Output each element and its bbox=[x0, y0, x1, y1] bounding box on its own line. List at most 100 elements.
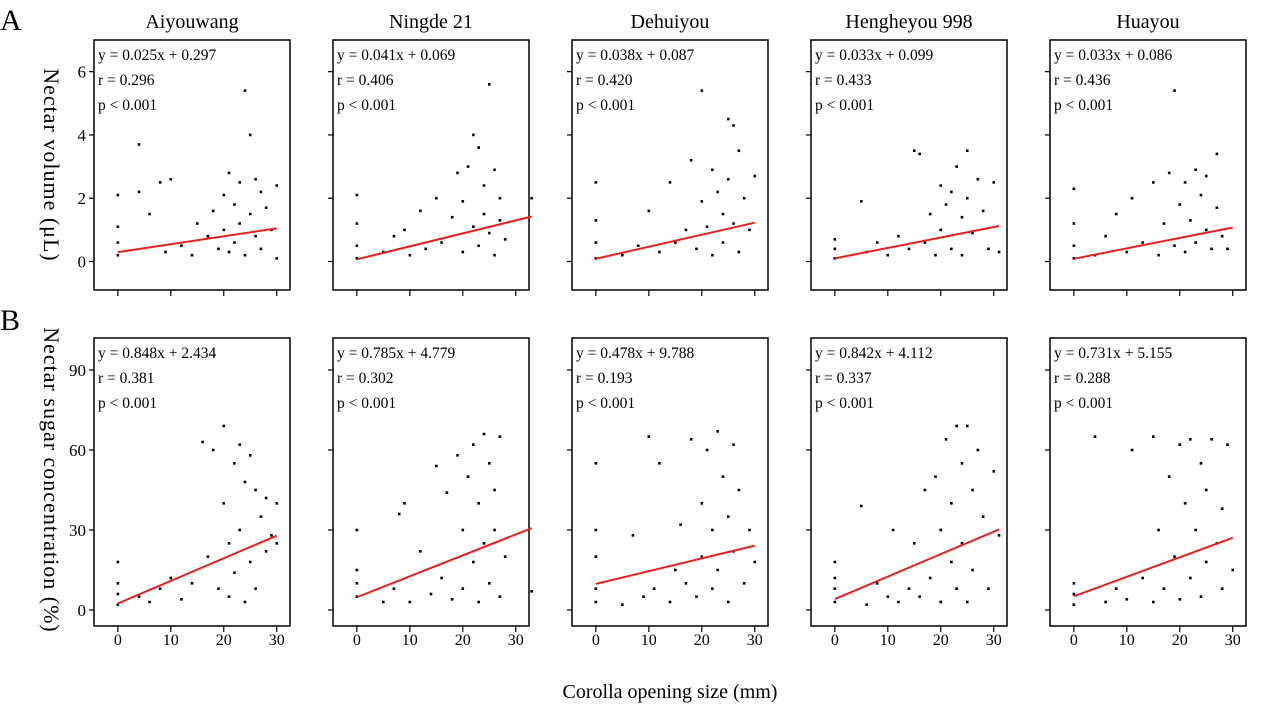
correlation-r: r = 0.296 bbox=[98, 72, 155, 89]
data-point bbox=[965, 424, 969, 428]
panel-hengheyou-998-volume: Hengheyou 998 y = 0.033x + 0.099 r = 0.433… bbox=[806, 11, 1008, 296]
data-point bbox=[1162, 222, 1166, 225]
x-tick-label: 20 bbox=[694, 632, 710, 649]
y-tick-label: 90 bbox=[69, 361, 86, 380]
data-point bbox=[987, 587, 990, 590]
data-point bbox=[711, 253, 714, 257]
data-point bbox=[137, 595, 141, 598]
data-point bbox=[737, 250, 741, 254]
data-point bbox=[1072, 592, 1076, 596]
regression-equation: y = 0.785x + 4.779 bbox=[337, 345, 455, 362]
data-point bbox=[206, 555, 210, 558]
data-point bbox=[1173, 89, 1176, 92]
correlation-r: r = 0.420 bbox=[576, 72, 633, 89]
data-point bbox=[180, 598, 183, 601]
data-point bbox=[434, 196, 438, 200]
data-point bbox=[434, 464, 438, 468]
data-point bbox=[116, 225, 120, 229]
panel-aiyouwang-sugar: 0 30 60 90 0 10 20 30 y = 0.848x + 2.434 r = 0.38… bbox=[69, 337, 291, 649]
data-point bbox=[450, 598, 454, 601]
panel-ningde-21-volume: Ningde 21 y = 0.041x + 0.069 r = 0.406 p < … bbox=[328, 11, 533, 296]
data-point bbox=[238, 528, 241, 532]
correlation-r: r = 0.337 bbox=[815, 370, 872, 387]
x-tick-label: 10 bbox=[1119, 632, 1135, 649]
data-point bbox=[1130, 448, 1134, 452]
data-point bbox=[726, 600, 730, 604]
data-point bbox=[950, 502, 953, 505]
data-point bbox=[222, 193, 226, 197]
data-point bbox=[928, 576, 932, 580]
panel-label-b: B bbox=[0, 304, 20, 337]
data-point bbox=[689, 158, 693, 162]
p-value: p < 0.001 bbox=[576, 395, 635, 412]
data-point bbox=[918, 152, 921, 156]
y-tick-label: 60 bbox=[69, 441, 86, 460]
data-point bbox=[248, 133, 252, 137]
regression-line bbox=[1073, 536, 1234, 598]
data-point bbox=[992, 470, 996, 473]
data-point bbox=[934, 253, 937, 257]
data-point bbox=[408, 600, 412, 604]
data-point bbox=[1151, 181, 1155, 184]
data-point bbox=[461, 587, 465, 590]
data-point bbox=[137, 190, 141, 194]
data-point bbox=[259, 515, 263, 518]
data-point bbox=[472, 560, 475, 564]
data-point bbox=[1204, 560, 1208, 564]
data-point bbox=[397, 512, 401, 516]
data-point bbox=[493, 528, 496, 532]
data-point bbox=[1178, 443, 1182, 446]
p-value: p < 0.001 bbox=[337, 97, 396, 114]
data-point bbox=[631, 534, 635, 537]
x-tick-label: 0 bbox=[592, 632, 600, 649]
data-point bbox=[673, 568, 677, 572]
data-point bbox=[1204, 488, 1208, 492]
data-point bbox=[1114, 587, 1118, 590]
data-point bbox=[116, 193, 120, 197]
data-point bbox=[705, 225, 709, 229]
data-point bbox=[721, 212, 725, 216]
data-point bbox=[233, 462, 236, 465]
data-point bbox=[137, 143, 141, 146]
data-point bbox=[530, 590, 533, 593]
data-point bbox=[1189, 576, 1192, 580]
data-point bbox=[259, 247, 263, 251]
data-point bbox=[1104, 600, 1107, 604]
data-point bbox=[254, 488, 257, 492]
regression-equation: y = 0.038x + 0.087 bbox=[576, 47, 694, 64]
panel-title: Ningde 21 bbox=[389, 11, 473, 33]
data-point bbox=[264, 496, 268, 500]
data-point bbox=[833, 560, 837, 564]
data-point bbox=[965, 600, 969, 604]
y-tick-label: 30 bbox=[69, 521, 86, 540]
data-point bbox=[498, 435, 502, 438]
data-point bbox=[939, 528, 943, 532]
data-point bbox=[180, 244, 183, 247]
regression-equation: y = 0.731x + 5.155 bbox=[1054, 345, 1172, 362]
p-value: p < 0.001 bbox=[576, 97, 635, 114]
data-point bbox=[1104, 234, 1107, 238]
data-point bbox=[594, 219, 598, 222]
data-point bbox=[897, 234, 900, 238]
data-point bbox=[355, 222, 359, 225]
panel-huayou-sugar: 0 10 20 30 y = 0.731x + 5.155 r = 0.288 p < 0.… bbox=[1045, 337, 1247, 649]
p-value: p < 0.001 bbox=[1054, 395, 1113, 412]
correlation-r: r = 0.406 bbox=[337, 72, 394, 89]
data-point bbox=[355, 528, 359, 532]
data-point bbox=[737, 149, 741, 153]
y-axis-label-sugar: Nectar sugar concentration (%) bbox=[39, 327, 64, 632]
p-value: p < 0.001 bbox=[98, 97, 157, 114]
data-point bbox=[503, 238, 507, 241]
data-point bbox=[668, 181, 672, 184]
data-point bbox=[493, 253, 496, 257]
data-point bbox=[493, 168, 496, 172]
x-tick-label: 20 bbox=[216, 632, 232, 649]
regression-equation: y = 0.842x + 4.112 bbox=[815, 345, 933, 362]
data-point bbox=[1157, 528, 1160, 532]
plot-frame bbox=[332, 337, 530, 627]
data-point bbox=[243, 480, 247, 484]
data-point bbox=[971, 568, 974, 572]
data-point bbox=[116, 560, 120, 564]
data-point bbox=[944, 203, 948, 206]
data-point bbox=[1210, 247, 1213, 251]
